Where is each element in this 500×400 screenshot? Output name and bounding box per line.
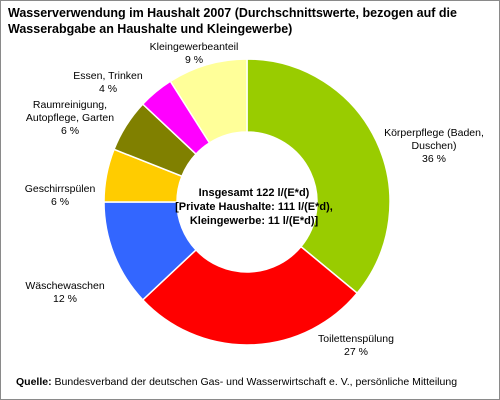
slice-label-2: Wäschewaschen 12 % bbox=[25, 280, 105, 305]
slice-label-1: Toilettenspülung 27 % bbox=[318, 333, 394, 358]
center-text-line-2: Kleingewerbe: 11 l/(E*d)] bbox=[190, 215, 319, 227]
slice-1 bbox=[141, 245, 359, 346]
slice-label-3: Geschirrspülen 6 % bbox=[25, 183, 96, 208]
chart-title: Wasserverwendung im Haushalt 2007 (Durch… bbox=[8, 6, 457, 36]
slice-label-5: Essen, Trinken 4 % bbox=[73, 70, 143, 95]
source-label: Quelle: bbox=[16, 376, 52, 388]
slice-label-4: Raumreinigung, Autopflege, Garten 6 % bbox=[26, 99, 114, 137]
source-text: Bundesverband der deutschen Gas- und Was… bbox=[54, 376, 458, 388]
center-label: Insgesamt 122 l/(E*d) [Private Haushalte:… bbox=[175, 187, 333, 227]
slice-label-0: Körperpflege (Baden, Duschen) 36 % bbox=[384, 127, 484, 165]
slice-0 bbox=[246, 58, 391, 295]
slice-label-6: Kleingewerbeanteil 9 % bbox=[150, 41, 239, 66]
center-text-line-0: Insgesamt 122 l/(E*d) bbox=[199, 187, 310, 199]
source-note: Quelle: Bundesverband der deutschen Gas-… bbox=[16, 376, 457, 388]
center-text-line-1: [Private Haushalte: 111 l/(E*d), bbox=[175, 201, 333, 213]
labels-group: Körperpflege (Baden, Duschen) 36 % Toilette… bbox=[25, 41, 484, 358]
slice-6 bbox=[169, 58, 248, 144]
slices-group bbox=[103, 58, 391, 346]
